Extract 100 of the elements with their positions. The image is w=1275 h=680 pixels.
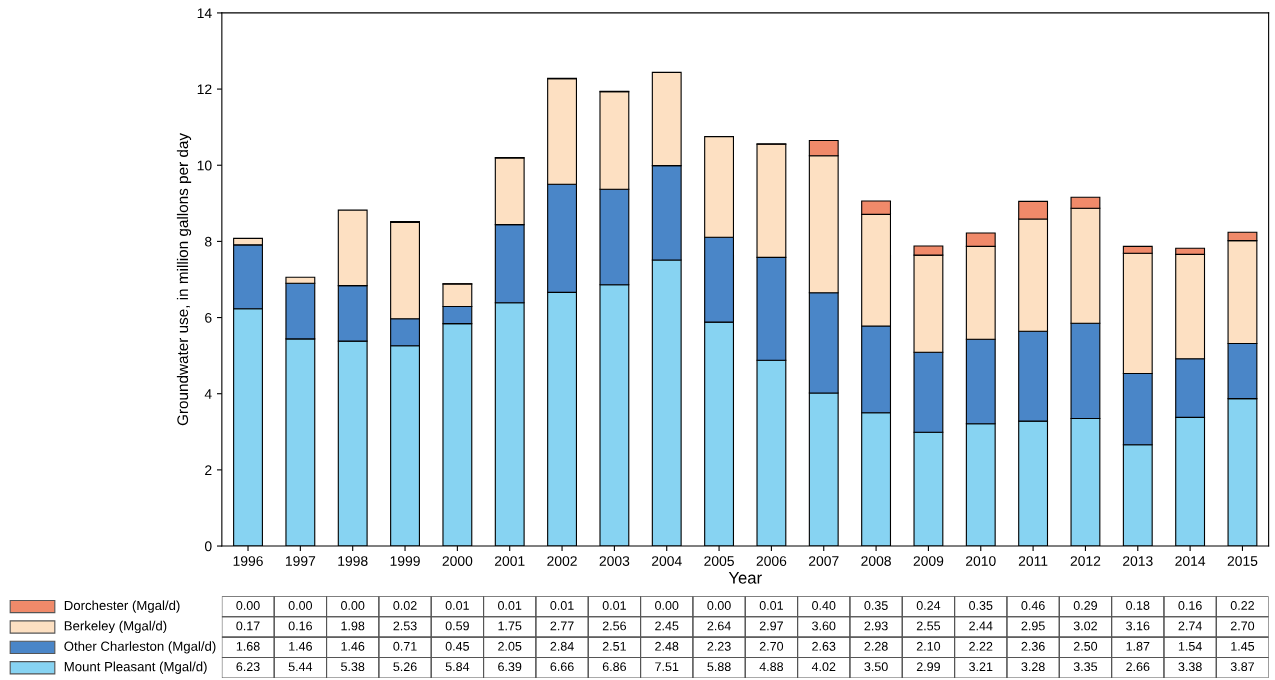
data-label: 0.35: [864, 601, 888, 610]
data-label: 5.88: [707, 662, 731, 672]
data-label: 2.22: [969, 641, 993, 651]
x-tick-label: 2006: [756, 556, 787, 566]
data-label: 2.05: [498, 641, 522, 651]
data-label: 2.64: [707, 621, 731, 631]
y-tick-label: 12: [197, 84, 212, 95]
data-label: 2.50: [1073, 641, 1098, 651]
data-label: 1.87: [1126, 641, 1150, 651]
y-axis-title: Groundwater use, in million gallons per day: [176, 133, 192, 426]
data-label: 0.35: [969, 601, 993, 610]
data-label: 2.51: [602, 641, 626, 651]
data-label: 1.46: [289, 641, 312, 651]
data-label: 2.45: [655, 621, 679, 631]
data-label: 6.86: [602, 662, 627, 672]
data-label: 3.38: [1178, 662, 1202, 672]
y-tick-label: 10: [197, 160, 212, 171]
data-label: 2.95: [1021, 621, 1045, 631]
data-label: 0.00: [707, 601, 731, 610]
data-label: 2.55: [916, 621, 941, 631]
data-label: 0.40: [812, 601, 836, 610]
x-tick-label: 2001: [494, 556, 525, 566]
data-label: 3.21: [969, 662, 993, 672]
data-label: 2.66: [1126, 662, 1150, 672]
data-label: 0.01: [602, 601, 626, 610]
data-label: 2.48: [655, 641, 679, 651]
data-label: 4.88: [759, 662, 784, 672]
data-label: 0.45: [445, 641, 470, 651]
data-label: 0.24: [916, 601, 941, 610]
x-axis-title: Year: [728, 572, 762, 584]
data-label: 2.10: [916, 641, 941, 651]
data-label: 0.00: [288, 601, 313, 610]
x-tick-label: 2012: [1070, 556, 1101, 566]
legend-label: Dorchester (Mgal/d): [64, 600, 180, 613]
x-tick-label: 1997: [285, 556, 316, 566]
data-label: 2.74: [1178, 621, 1202, 631]
data-label: 0.02: [393, 601, 417, 610]
data-label: 3.35: [1073, 662, 1098, 672]
data-label: 2.56: [602, 621, 627, 631]
data-label: 0.29: [1073, 601, 1098, 610]
data-label: 3.16: [1126, 621, 1150, 631]
data-label: 5.38: [341, 662, 365, 672]
y-tick-label: 6: [205, 312, 212, 323]
data-label: 2.28: [864, 641, 888, 651]
x-tick-label: 1996: [233, 556, 263, 566]
data-label: 1.45: [1231, 641, 1255, 651]
data-label: 4.02: [811, 662, 836, 672]
data-label: 0.01: [759, 601, 783, 610]
data-label: 3.60: [812, 621, 836, 631]
y-tick-label: 8: [205, 236, 212, 247]
data-label: 1.46: [341, 641, 365, 651]
x-tick-label: 2010: [966, 556, 996, 566]
data-label: 0.71: [393, 641, 417, 651]
data-label: 5.84: [445, 662, 470, 672]
y-tick-label: 4: [204, 389, 212, 399]
data-label: 2.84: [550, 641, 574, 651]
data-label: 2.44: [969, 621, 993, 631]
data-label: 1.75: [498, 621, 522, 631]
data-label: 0.17: [236, 621, 260, 631]
data-label: 0.46: [1021, 601, 1045, 610]
x-tick-label: 2007: [809, 556, 839, 566]
data-label: 5.44: [288, 662, 313, 672]
x-tick-label: 2005: [704, 556, 734, 566]
data-label: 2.97: [759, 621, 783, 631]
data-label: 0.01: [550, 601, 574, 610]
data-label: 3.28: [1021, 662, 1045, 672]
data-label: 5.26: [393, 662, 417, 672]
data-label: 2.36: [1021, 641, 1045, 651]
data-label: 3.87: [1230, 662, 1254, 672]
data-label: 0.59: [445, 621, 469, 631]
data-label: 6.66: [550, 662, 574, 672]
data-label: 2.23: [707, 641, 731, 651]
data-label: 3.02: [1073, 621, 1097, 631]
data-label: 6.23: [236, 662, 260, 672]
x-tick-label: 2015: [1227, 556, 1258, 566]
data-label: 2.70: [759, 641, 784, 651]
data-label: 0.22: [1230, 601, 1254, 610]
data-label: 1.98: [341, 621, 365, 631]
x-tick-label: 2003: [599, 556, 630, 566]
x-tick-label: 2014: [1175, 556, 1206, 566]
data-label: 0.00: [341, 601, 365, 610]
y-tick-label: 0: [204, 541, 212, 552]
data-label: 3.50: [864, 662, 888, 672]
data-label: 0.00: [236, 601, 260, 610]
data-label: 2.93: [864, 621, 888, 631]
data-label: 1.68: [236, 641, 260, 651]
x-tick-label: 2000: [442, 556, 473, 566]
data-label: 0.00: [655, 601, 679, 610]
data-label: 0.01: [498, 601, 522, 610]
data-label: 2.63: [812, 641, 836, 651]
data-label: 2.99: [916, 662, 940, 672]
data-label: 7.51: [655, 662, 679, 672]
x-tick-label: 1999: [390, 556, 420, 566]
data-label: 0.18: [1126, 601, 1150, 610]
x-tick-label: 2002: [547, 556, 577, 566]
x-tick-label: 2008: [861, 556, 891, 566]
x-tick-label: 2011: [1018, 556, 1048, 566]
data-label: 2.70: [1230, 621, 1255, 631]
y-tick-label: 14: [197, 8, 212, 18]
x-tick-label: 2004: [651, 556, 682, 566]
